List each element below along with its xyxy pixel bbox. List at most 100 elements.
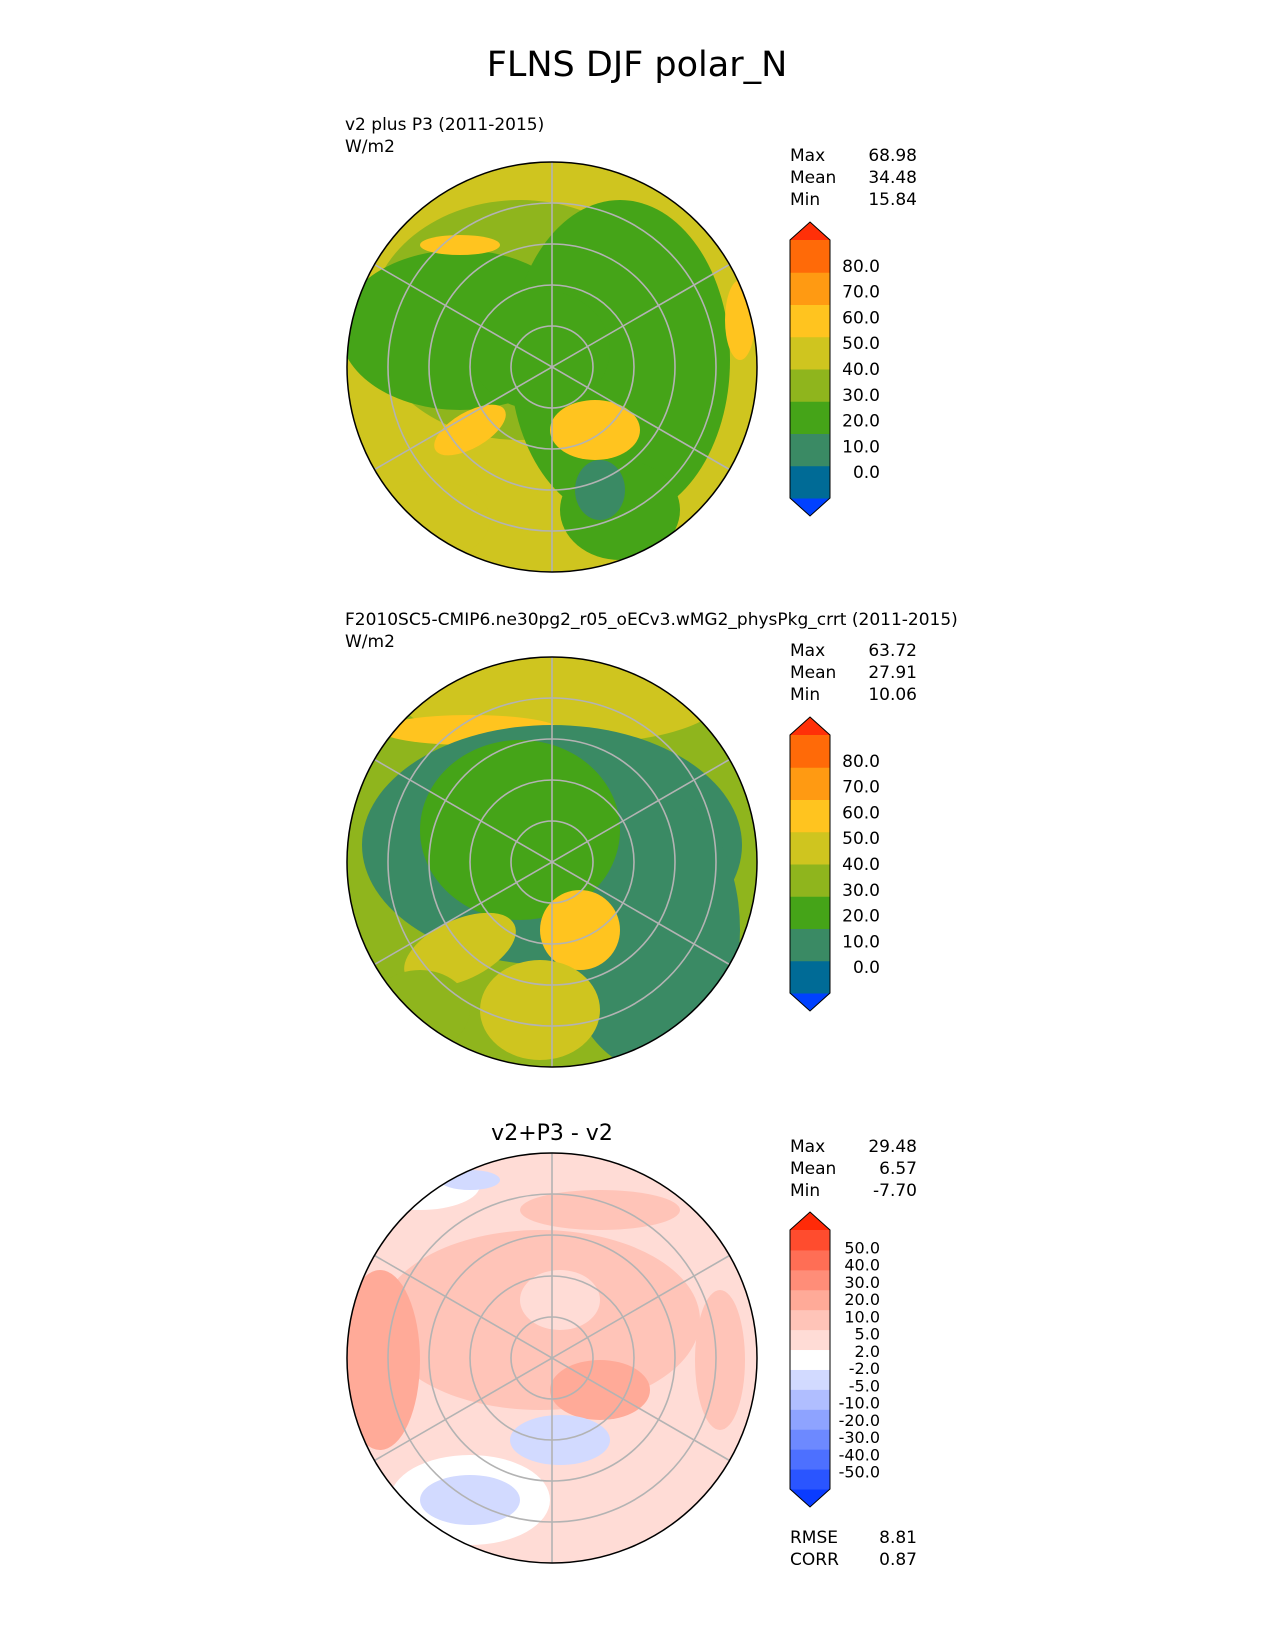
colorbar-extend-max <box>790 222 830 240</box>
colorbar-extend-min <box>790 993 830 1011</box>
colorbar-tick-label: 50.0 <box>842 829 880 849</box>
panel-ref-boundary <box>346 656 758 1068</box>
colorbar-segment <box>790 272 830 305</box>
stat-label: Min <box>790 1181 820 1201</box>
panel-test-colorbar: 80.0 70.0 60.0 50.0 40.0 30.0 20.0 10.0 0.0 <box>789 221 880 517</box>
panel-test: v2 plus P3 (2011-2015) W/m2 Max 6 <box>345 115 917 573</box>
colorbar-segment <box>790 1369 830 1390</box>
colorbar-tick-label: 40.0 <box>842 360 880 380</box>
colorbar-tick-label: 30.0 <box>842 881 880 901</box>
panel-test-map <box>347 162 757 572</box>
stat-value: 0.87 <box>879 1550 917 1570</box>
colorbar-extend-min <box>790 1489 830 1507</box>
colorbar-tick-label: 0.0 <box>853 958 880 978</box>
colorbar-tick-label: 5.0 <box>855 1325 880 1344</box>
colorbar-tick-label: -50.0 <box>839 1463 880 1482</box>
colorbar-tick-label: -40.0 <box>839 1445 880 1464</box>
panel-diff-graticule <box>374 1153 730 1563</box>
colorbar-tick-label: 2.0 <box>855 1342 880 1361</box>
panel-diff-title: v2+P3 - v2 <box>491 1121 613 1146</box>
colorbar-tick-label: 10.0 <box>842 437 880 457</box>
colorbar-segment <box>790 799 830 833</box>
panel-diff-bottom-stats: RMSE 8.81 CORR 0.87 <box>790 1528 917 1570</box>
colorbar-tick-label: 50.0 <box>842 334 880 354</box>
colorbar-segment <box>790 735 830 768</box>
stat-label: Mean <box>790 1159 836 1179</box>
stat-value: 10.06 <box>868 685 917 705</box>
stat-label: Max <box>790 1137 825 1157</box>
colorbar-tick-label: 10.0 <box>842 932 880 952</box>
colorbar-tick-label: 40.0 <box>842 855 880 875</box>
colorbar-segment <box>790 240 830 273</box>
stat-value: 6.57 <box>879 1159 917 1179</box>
colorbar-tick-label: 60.0 <box>842 803 880 823</box>
panel-ref-units: W/m2 <box>345 632 395 652</box>
colorbar-segment <box>790 336 830 370</box>
colorbar-segment <box>790 1449 830 1470</box>
colorbar-tick-label: -10.0 <box>839 1394 880 1413</box>
stat-label: RMSE <box>790 1528 838 1548</box>
panel-test-title: v2 plus P3 (2011-2015) <box>345 115 544 135</box>
colorbar-extend-min <box>790 498 830 516</box>
colorbar-segment <box>790 1349 830 1370</box>
panel-diff-map <box>347 1153 757 1563</box>
stat-value: 68.98 <box>868 146 917 166</box>
stat-value: 15.84 <box>868 190 917 210</box>
colorbar-outline <box>789 716 831 1012</box>
panel-ref: F2010SC5-CMIP6.ne30pg2_r05_oECv3.wMG2_ph… <box>345 610 958 1068</box>
panel-ref-graticule <box>374 657 730 1067</box>
colorbar-segment <box>790 1309 830 1331</box>
panel-diff-colorbar: 50.040.030.020.010.05.02.0-2.0-5.0-10.0-… <box>789 1211 880 1508</box>
colorbar-segment <box>790 864 830 897</box>
colorbar-tick-label: 30.0 <box>844 1273 880 1292</box>
colorbar-segment <box>790 401 830 434</box>
colorbar-segment <box>790 1409 830 1430</box>
colorbar-tick-label: 50.0 <box>844 1238 880 1257</box>
colorbar-segment <box>790 1289 830 1311</box>
colorbar-segment <box>790 896 830 929</box>
colorbar-tick-label: -20.0 <box>839 1411 880 1430</box>
colorbar-segment <box>790 1389 830 1410</box>
colorbar-tick-label: -2.0 <box>849 1359 880 1378</box>
colorbar-outline <box>789 1211 831 1508</box>
figure-title: FLNS DJF polar_N <box>487 45 788 85</box>
colorbar-segment <box>790 928 830 962</box>
stat-label: Max <box>790 641 825 661</box>
stat-value: 8.81 <box>879 1528 917 1548</box>
colorbar-tick-label: 20.0 <box>844 1290 880 1309</box>
colorbar-segment <box>790 369 830 402</box>
panel-ref-colorbar: 80.0 70.0 60.0 50.0 40.0 30.0 20.0 10.0 0.0 <box>789 716 880 1012</box>
stat-value: 63.72 <box>868 641 917 661</box>
stat-value: 29.48 <box>868 1137 917 1157</box>
stat-label: Min <box>790 190 820 210</box>
panel-ref-title: F2010SC5-CMIP6.ne30pg2_r05_oECv3.wMG2_ph… <box>345 610 958 630</box>
colorbar-segment <box>790 1249 830 1271</box>
colorbar-tick-label: 80.0 <box>842 752 880 772</box>
colorbar-extend-max <box>790 1212 830 1230</box>
colorbar-segment <box>790 1230 830 1251</box>
colorbar-tick-label: -30.0 <box>839 1428 880 1447</box>
colorbar-tick-label: 0.0 <box>853 463 880 483</box>
stat-label: Mean <box>790 663 836 683</box>
panel-diff-boundary <box>346 1152 758 1564</box>
panel-ref-stats: Max 63.72 Mean 27.91 Min 10.06 <box>790 641 917 705</box>
colorbar-tick-label: 40.0 <box>844 1256 880 1275</box>
panel-test-boundary <box>346 161 758 573</box>
stat-label: Mean <box>790 168 836 188</box>
stat-value: -7.70 <box>873 1181 917 1201</box>
colorbar-tick-label: 60.0 <box>842 308 880 328</box>
colorbar-tick-label: -5.0 <box>849 1376 880 1395</box>
panel-diff: v2+P3 - v2 Max 29.48 Mean <box>346 1121 917 1570</box>
panel-diff-stats: Max 29.48 Mean 6.57 Min -7.70 <box>790 1137 917 1201</box>
colorbar-segment <box>790 1469 830 1490</box>
colorbar-extend-max <box>790 717 830 735</box>
colorbar-tick-label: 70.0 <box>842 778 880 798</box>
colorbar-tick-label: 80.0 <box>842 257 880 277</box>
colorbar-segment <box>790 1329 830 1351</box>
stat-value: 27.91 <box>868 663 917 683</box>
colorbar-outline <box>789 221 831 517</box>
colorbar-segment <box>790 1429 830 1450</box>
colorbar-segment <box>790 433 830 467</box>
colorbar-tick-label: 20.0 <box>842 907 880 927</box>
